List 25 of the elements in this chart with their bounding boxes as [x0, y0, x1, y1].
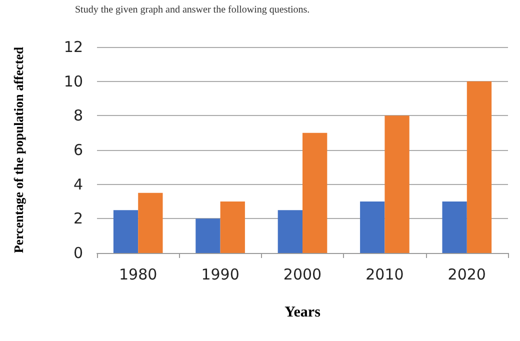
bar [360, 202, 385, 253]
bar [302, 132, 328, 253]
x-tick-label: 2000 [283, 266, 322, 284]
bar [466, 81, 492, 253]
x-tick-label: 1980 [119, 266, 158, 284]
x-tick-label: 2020 [448, 266, 486, 284]
y-axis-title: Percentage of the population affected [11, 46, 26, 254]
y-tick-label: 2 [73, 210, 83, 228]
x-tick-label: 1990 [201, 266, 240, 284]
x-tick-label: 2010 [366, 266, 404, 284]
y-tick-label: 10 [64, 72, 83, 90]
bar [138, 192, 163, 253]
chart-title: Study the given graph and answer the following questions. [75, 4, 310, 16]
y-tick-label: 6 [73, 141, 83, 159]
bar [278, 210, 302, 253]
y-tick-label: 12 [64, 38, 83, 56]
bar [220, 202, 245, 253]
bar [384, 116, 410, 253]
bar [113, 210, 138, 253]
x-axis-title: Years [284, 304, 321, 320]
bar [196, 218, 220, 253]
y-tick-label: 4 [73, 175, 83, 194]
y-tick-label: 0 [73, 244, 83, 262]
y-tick-label: 8 [73, 106, 83, 125]
bar [442, 202, 467, 253]
